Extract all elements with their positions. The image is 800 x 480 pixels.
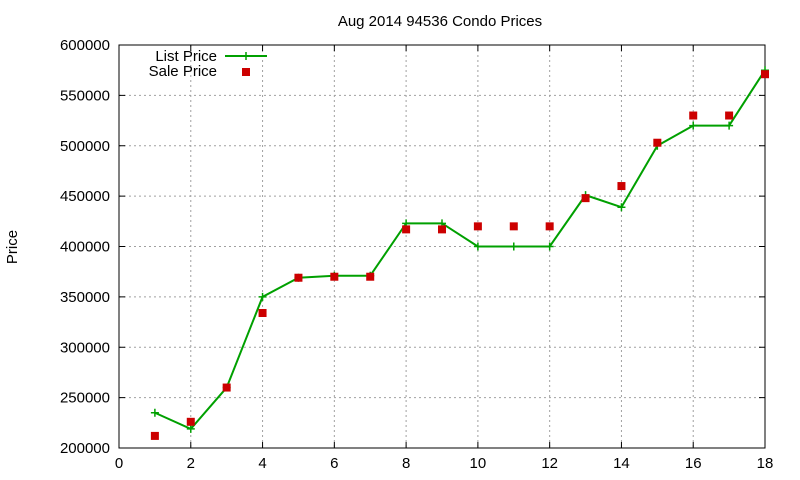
y-tick-label: 550000 (60, 87, 110, 104)
y-tick-label: 400000 (60, 239, 110, 256)
y-tick-label: 200000 (60, 440, 110, 457)
sale-price-point (366, 272, 375, 281)
sale-price-point (761, 70, 769, 79)
x-tick-label: 8 (402, 455, 410, 472)
list-price-point (509, 242, 518, 251)
sale-price-point (402, 225, 411, 234)
y-tick-label: 300000 (60, 339, 110, 356)
y-tick-label: 500000 (60, 138, 110, 155)
y-tick-label: 350000 (60, 289, 110, 306)
list-price-point (617, 203, 626, 212)
sale-price-point (330, 272, 339, 281)
sale-price-point (581, 194, 590, 203)
sale-price-point (258, 308, 267, 317)
legend-marker-list-price (242, 52, 250, 60)
list-price-point (725, 121, 734, 130)
x-tick-label: 12 (541, 455, 558, 472)
sale-price-point (725, 111, 734, 120)
legend: List Price Sale Price (149, 48, 267, 80)
sale-price-point (509, 222, 518, 231)
list-price-point (186, 424, 195, 433)
x-tick-label: 2 (187, 455, 195, 472)
list-price-point (545, 242, 554, 251)
sale-price-point (473, 222, 482, 231)
x-tick-label: 4 (258, 455, 266, 472)
series (150, 66, 769, 440)
chart-title: Aug 2014 94536 Condo Prices (338, 13, 542, 30)
sale-price-point (186, 417, 195, 426)
list-price-point (258, 292, 267, 301)
sale-price-point (689, 111, 698, 120)
legend-label-list-price: List Price (155, 48, 217, 65)
x-tick-label: 6 (330, 455, 338, 472)
x-tick-label: 16 (685, 455, 702, 472)
legend-label-sale-price: Sale Price (149, 63, 217, 80)
x-tick-label: 14 (613, 455, 630, 472)
sale-price-point (617, 182, 626, 191)
x-tick-label: 10 (470, 455, 487, 472)
sale-price-point (653, 138, 662, 147)
list-price-point (150, 408, 159, 417)
sale-price-point (222, 383, 231, 392)
x-tick-label: 0 (115, 455, 123, 472)
y-tick-label: 450000 (60, 188, 110, 205)
sale-price-point (438, 225, 446, 234)
grid (119, 45, 765, 448)
y-axis-title: Price (4, 230, 21, 264)
sale-price-point (545, 222, 554, 231)
y-tick-label: 250000 (60, 390, 110, 407)
y-tick-label: 600000 (60, 37, 110, 54)
sale-price-point (150, 431, 159, 440)
list-price-point (689, 121, 698, 130)
x-tick-label: 18 (757, 455, 774, 472)
list-price-line (154, 69, 766, 431)
sale-price-point (294, 273, 303, 282)
list-price-point (473, 242, 482, 251)
axis-ticks: 0 2 4 6 8 10 12 14 16 18 200000 250000 300000 350000 4… (60, 37, 773, 472)
legend-marker-sale-price (242, 68, 250, 76)
